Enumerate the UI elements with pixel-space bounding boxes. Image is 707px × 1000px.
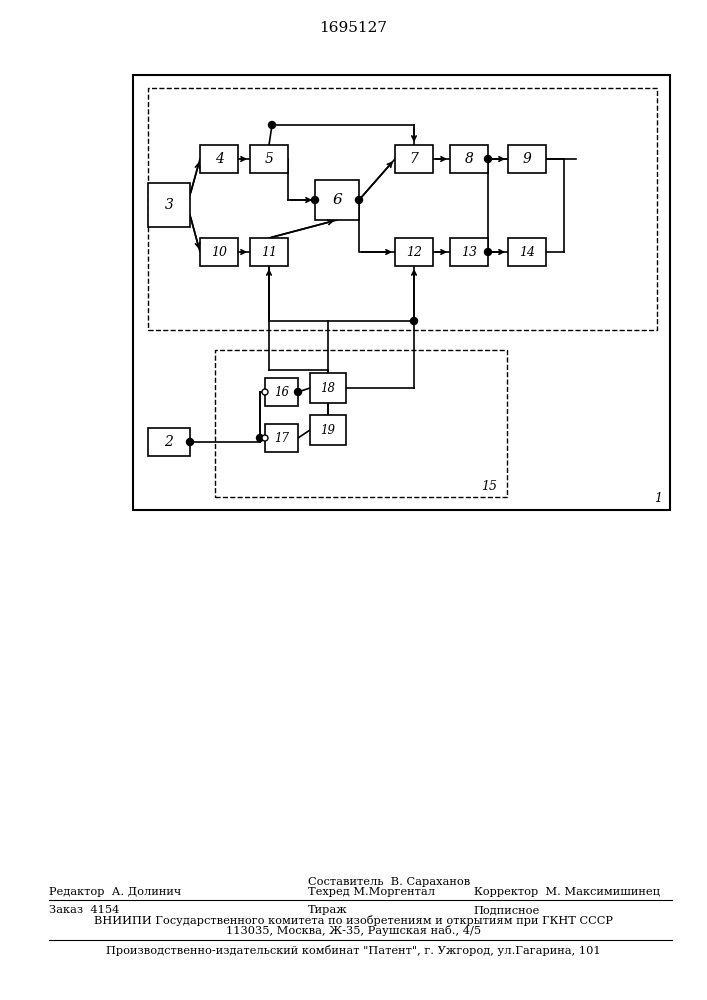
Text: 3: 3	[165, 198, 173, 212]
Text: 17: 17	[274, 432, 289, 444]
Text: 6: 6	[332, 193, 342, 207]
Circle shape	[295, 388, 301, 395]
Circle shape	[484, 155, 491, 162]
Bar	[508, 145, 546, 173]
Bar	[265, 424, 298, 452]
Text: 19: 19	[320, 424, 336, 436]
Bar	[395, 238, 433, 266]
Bar	[250, 238, 288, 266]
Bar	[310, 415, 346, 445]
Text: 18: 18	[320, 381, 336, 394]
Text: Составитель  В. Сараханов: Составитель В. Сараханов	[308, 877, 469, 887]
Text: Техред М.Моргентал: Техред М.Моргентал	[308, 887, 435, 897]
Bar	[215, 350, 507, 497]
Text: 16: 16	[274, 385, 289, 398]
Bar	[450, 145, 488, 173]
Circle shape	[312, 196, 318, 204]
Circle shape	[269, 121, 276, 128]
Bar	[250, 145, 288, 173]
Circle shape	[484, 248, 491, 255]
Circle shape	[257, 434, 264, 442]
Circle shape	[262, 389, 268, 395]
Bar	[265, 378, 298, 406]
Text: 12: 12	[406, 245, 422, 258]
Text: 1695127: 1695127	[319, 21, 387, 35]
Circle shape	[187, 438, 194, 446]
Text: 10: 10	[211, 245, 227, 258]
Text: 9: 9	[522, 152, 532, 166]
Text: 8: 8	[464, 152, 474, 166]
Text: 113035, Москва, Ж-35, Раушская наб., 4/5: 113035, Москва, Ж-35, Раушская наб., 4/5	[226, 926, 481, 936]
Text: 13: 13	[461, 245, 477, 258]
Bar	[148, 183, 190, 227]
Text: 5: 5	[264, 152, 274, 166]
Bar	[395, 145, 433, 173]
Circle shape	[356, 196, 363, 204]
Text: 15: 15	[481, 481, 497, 493]
Text: Производственно-издательский комбинат "Патент", г. Ужгород, ул.Гагарина, 101: Производственно-издательский комбинат "П…	[106, 944, 601, 956]
Bar	[148, 428, 190, 456]
Circle shape	[411, 318, 418, 324]
Text: 14: 14	[519, 245, 535, 258]
Text: Редактор  А. Долинич: Редактор А. Долинич	[49, 887, 182, 897]
Bar	[148, 88, 657, 330]
Text: Корректор  М. Максимишинец: Корректор М. Максимишинец	[474, 887, 660, 897]
Text: Тираж: Тираж	[308, 905, 347, 915]
Text: ВНИИПИ Государственного комитета по изобретениям и открытиям при ГКНТ СССР: ВНИИПИ Государственного комитета по изоб…	[94, 916, 613, 926]
Text: 7: 7	[409, 152, 419, 166]
Text: 2: 2	[165, 435, 173, 449]
Bar	[200, 145, 238, 173]
Bar	[310, 373, 346, 403]
Text: Заказ  4154: Заказ 4154	[49, 905, 120, 915]
Text: 4: 4	[214, 152, 223, 166]
Bar	[200, 238, 238, 266]
Text: Подписное: Подписное	[474, 905, 540, 915]
Bar	[508, 238, 546, 266]
Bar	[450, 238, 488, 266]
Bar	[315, 180, 359, 220]
Text: 11: 11	[261, 245, 277, 258]
Circle shape	[262, 435, 268, 441]
Text: 1: 1	[654, 491, 662, 504]
Bar	[133, 75, 670, 510]
